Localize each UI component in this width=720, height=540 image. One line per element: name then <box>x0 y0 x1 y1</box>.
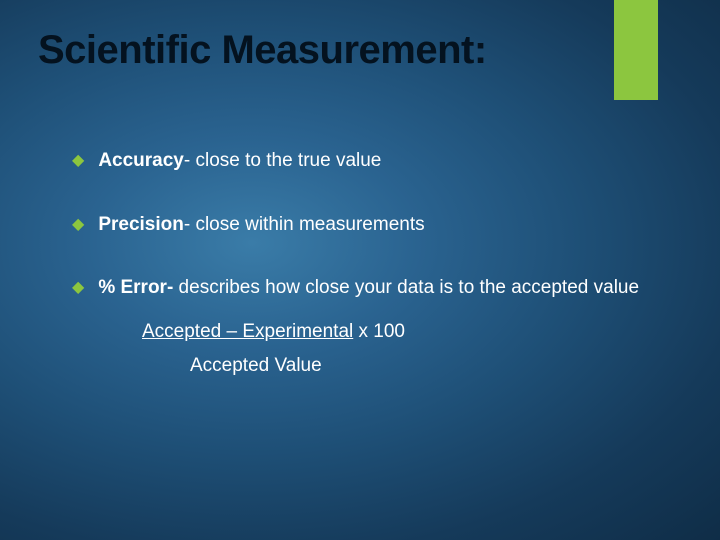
slide-container: Scientific Measurement: ◆ Accuracy- clos… <box>0 0 720 540</box>
bullet-text: Precision- close within measurements <box>98 212 424 238</box>
formula-block: Accepted – Experimental x 100 Accepted V… <box>142 317 650 382</box>
bullet-rest: - close to the true value <box>184 150 382 171</box>
bullet-rest: describes how close your data is to the … <box>173 277 639 298</box>
bullet-item: ◆ Accuracy- close to the true value <box>72 148 650 174</box>
bullet-text: Accuracy- close to the true value <box>98 148 381 174</box>
accent-bar <box>614 0 658 100</box>
bullet-marker-icon: ◆ <box>72 214 84 234</box>
bullet-rest: - close within measurements <box>184 214 425 235</box>
bullet-text: % Error- describes how close your data i… <box>98 275 639 301</box>
bullet-bold: Precision <box>98 214 184 235</box>
bullet-marker-icon: ◆ <box>72 150 84 170</box>
slide-title: Scientific Measurement: <box>38 28 487 73</box>
formula-denominator: Accepted Value <box>190 351 650 381</box>
bullet-bold: Accuracy <box>98 150 184 171</box>
bullet-item: ◆ % Error- describes how close your data… <box>72 275 650 301</box>
bullet-marker-icon: ◆ <box>72 277 84 297</box>
formula-numerator: Accepted – Experimental <box>142 321 353 342</box>
bullet-bold: % Error- <box>98 277 173 298</box>
formula-multiplier: x 100 <box>353 321 405 342</box>
bullet-item: ◆ Precision- close within measurements <box>72 212 650 238</box>
formula-numerator-line: Accepted – Experimental x 100 <box>142 317 650 347</box>
slide-content: ◆ Accuracy- close to the true value ◆ Pr… <box>72 148 650 382</box>
